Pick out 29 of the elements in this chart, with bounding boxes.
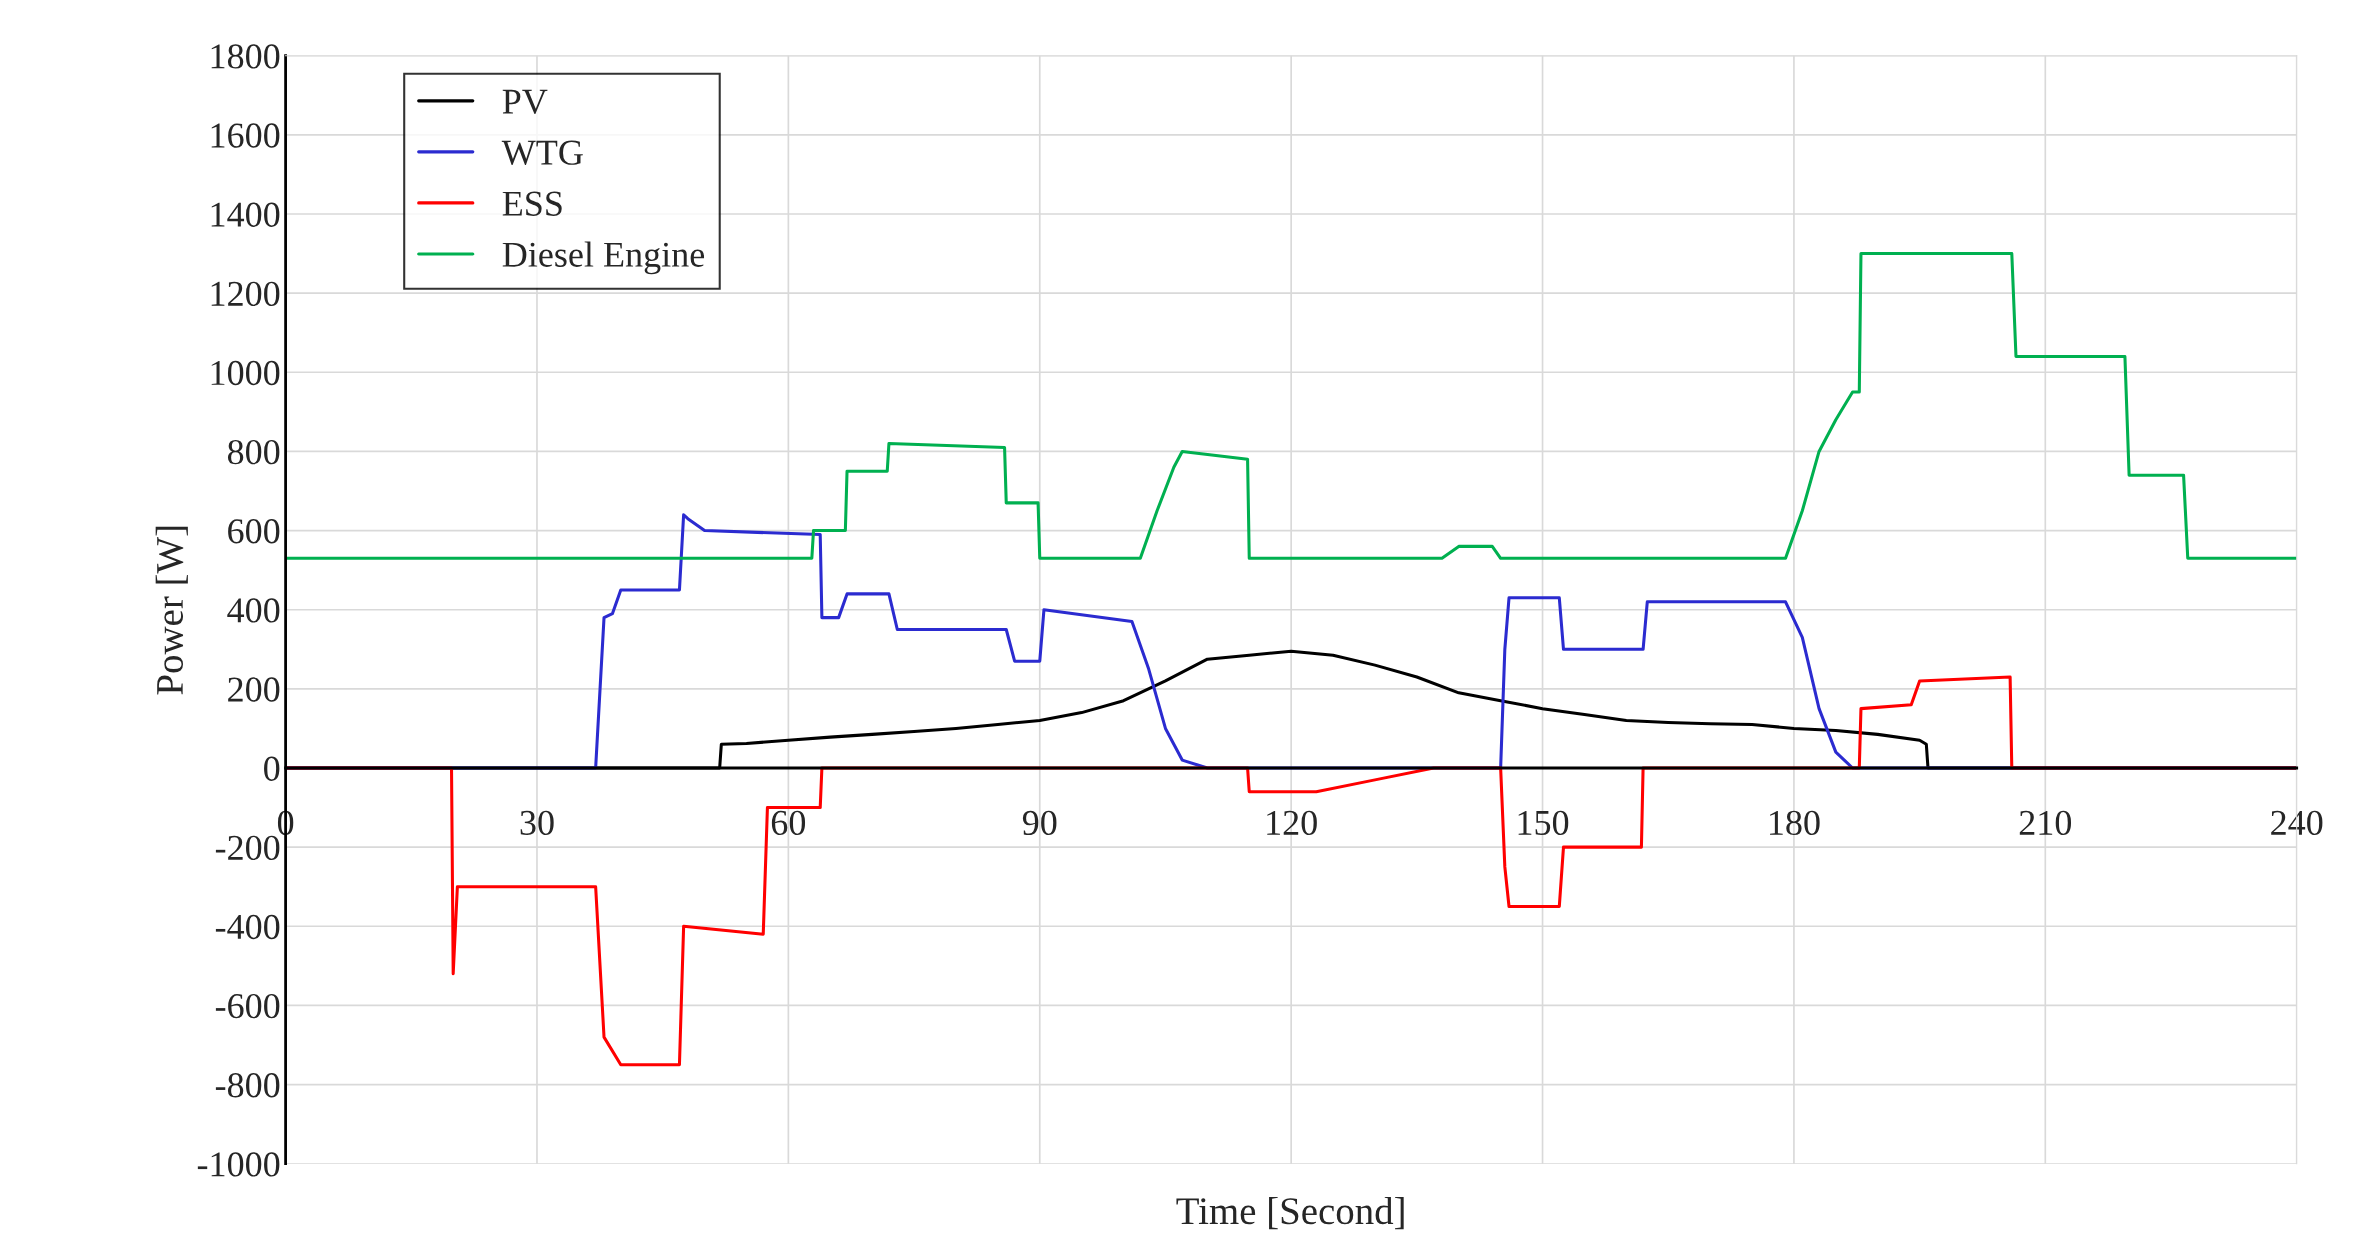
y-tick-label: -400 — [215, 914, 280, 940]
y-tick-label: 0 — [264, 756, 280, 781]
x-tick-label: 210 — [2019, 810, 2072, 836]
y-tick-label: -800 — [215, 1073, 280, 1098]
x-tick-label: 180 — [1770, 810, 1820, 836]
x-tick-label: 60 — [771, 810, 806, 836]
x-tick-label: 90 — [1022, 810, 1057, 836]
x-tick-label: 150 — [1518, 810, 1569, 836]
y-tick-label: 200 — [228, 677, 280, 702]
legend-label: Diesel Engine — [502, 241, 705, 275]
y-tick-label: -600 — [215, 993, 280, 1019]
y-tick-label: 1200 — [211, 281, 280, 307]
x-tick-label: 120 — [1267, 810, 1317, 836]
y-tick-label: 1400 — [211, 202, 280, 227]
legend-label: WTG — [501, 140, 583, 166]
y-tick-label: 1800 — [211, 44, 280, 69]
y-tick-label: 800 — [227, 439, 280, 465]
x-tick-label: 240 — [2271, 810, 2323, 836]
legend-label: ESS — [502, 191, 562, 216]
y-tick-label: 400 — [227, 598, 280, 623]
y-tick-label: 1600 — [211, 123, 280, 148]
y-tick-label: 1000 — [211, 360, 280, 386]
x-tick-label: 30 — [520, 810, 554, 836]
y-tick-label: -1000 — [197, 1152, 280, 1177]
y-tick-label: -200 — [215, 835, 280, 861]
y-tick-label: 600 — [228, 519, 280, 544]
y-axis-title: Power [W] — [155, 526, 188, 695]
x-axis-title: Time [Second] — [1176, 1196, 1404, 1230]
legend-label: PV — [502, 89, 548, 115]
